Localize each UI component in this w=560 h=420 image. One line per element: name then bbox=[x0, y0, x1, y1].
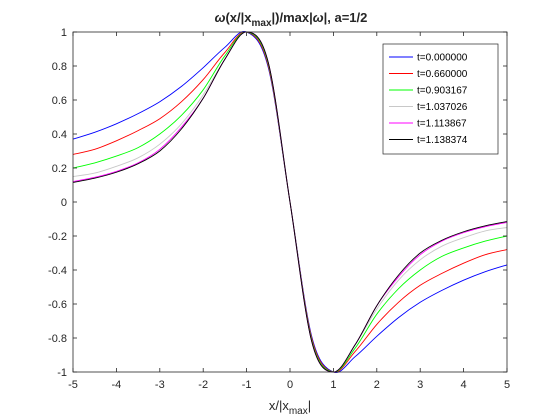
x-tick-label: 0 bbox=[287, 379, 293, 391]
x-tick-label: -2 bbox=[198, 379, 208, 391]
legend-label-2: t=0.660000 bbox=[417, 69, 468, 80]
y-tick-label: 0.6 bbox=[52, 95, 67, 107]
y-axis: -1 -0.8 -0.6 -0.4 -0.2 0 0.2 0.4 0.6 0.8 1 bbox=[48, 27, 507, 379]
y-tick-label: -0.2 bbox=[48, 231, 67, 243]
y-tick-label: 0.4 bbox=[52, 129, 67, 141]
legend-label-5: t=1.113867 bbox=[417, 119, 467, 130]
y-tick-label: -0.4 bbox=[48, 265, 67, 277]
legend-label-6: t=1.138374 bbox=[417, 135, 468, 146]
x-tick-label: 5 bbox=[504, 379, 510, 391]
legend-label-1: t=0.000000 bbox=[417, 53, 468, 64]
x-axis: -5 -4 -3 -2 -1 0 1 2 3 4 5 bbox=[68, 32, 510, 391]
x-tick-label: -5 bbox=[68, 379, 78, 391]
x-tick-label: 1 bbox=[330, 379, 336, 391]
x-tick-label: -3 bbox=[155, 379, 165, 391]
series-line-6 bbox=[72, 31, 508, 373]
legend-label-4: t=1.037026 bbox=[417, 102, 468, 113]
y-tick-label: -0.8 bbox=[48, 333, 67, 345]
y-tick-label: 0 bbox=[61, 197, 67, 209]
y-tick-label: 1 bbox=[61, 27, 67, 39]
x-tick-label: -1 bbox=[242, 379, 252, 391]
x-tick-label: -4 bbox=[112, 379, 122, 391]
y-tick-label: 0.8 bbox=[52, 61, 67, 73]
x-axis-label: x/|xmax| bbox=[269, 398, 311, 417]
x-tick-label: 4 bbox=[461, 379, 467, 391]
x-tick-label: 3 bbox=[417, 379, 423, 391]
y-tick-label: -0.6 bbox=[48, 299, 67, 311]
chart-title: ω(x/|xmax|)/max|ω|, a=1/2 bbox=[215, 10, 368, 29]
y-tick-label: -1 bbox=[57, 367, 67, 379]
legend-box bbox=[382, 43, 499, 155]
series-layer bbox=[72, 30, 508, 374]
x-tick-label: 2 bbox=[374, 379, 380, 391]
legend: t=0.000000 t=0.660000 t=0.903167 t=1.037026… bbox=[382, 43, 499, 155]
y-tick-label: 0.2 bbox=[52, 163, 67, 175]
legend-label-3: t=0.903167 bbox=[417, 86, 468, 97]
